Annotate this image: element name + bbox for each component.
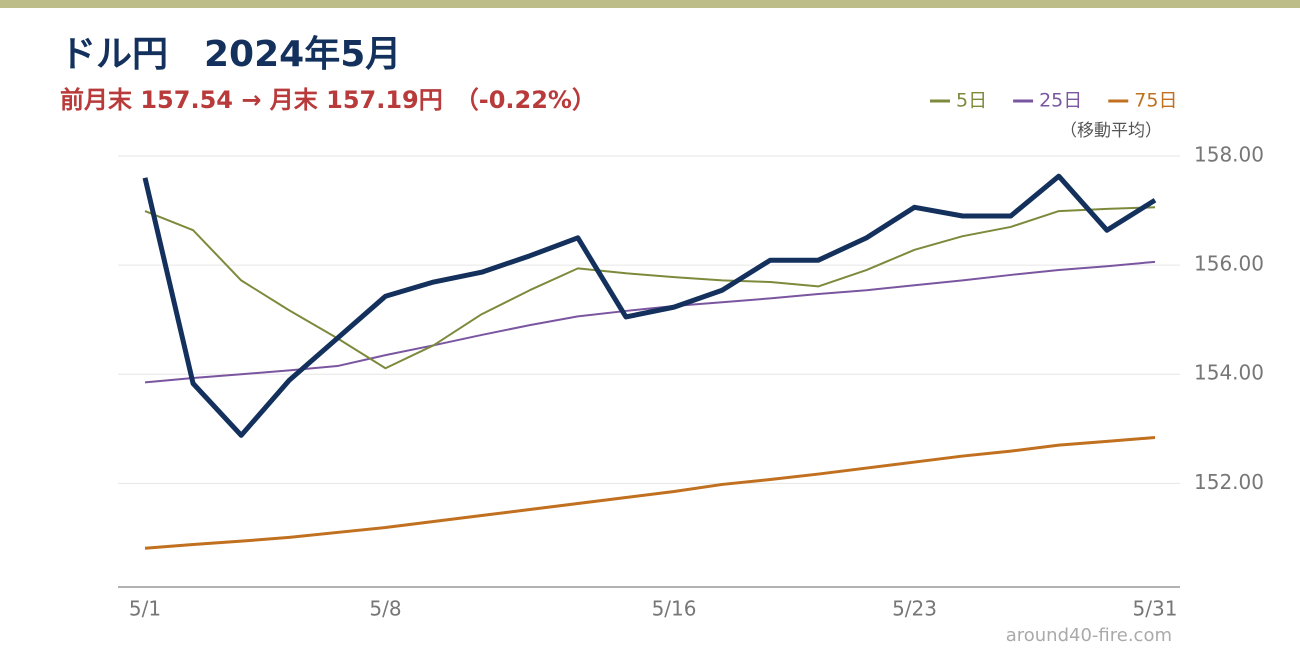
x-tick-label: 5/16 bbox=[652, 597, 697, 621]
x-tick-label: 5/1 bbox=[129, 597, 161, 621]
watermark: around40-fire.com bbox=[1006, 625, 1172, 646]
y-tick-label: 154.00 bbox=[1194, 361, 1264, 385]
top-bar bbox=[0, 0, 1300, 8]
y-tick-label: 152.00 bbox=[1194, 470, 1264, 494]
legend-label: 75日 bbox=[1134, 90, 1177, 112]
y-tick-label: 156.00 bbox=[1194, 252, 1264, 276]
legend-label: 5日 bbox=[956, 90, 987, 112]
series-line bbox=[144, 206, 1156, 370]
x-tick-label: 5/23 bbox=[892, 597, 937, 621]
chart-title: ドル円 2024年5月 bbox=[60, 34, 401, 75]
legend-note: （移動平均） bbox=[1060, 121, 1162, 141]
series-line bbox=[144, 260, 1156, 384]
chart-subtitle: 前月末 157.54 → 月末 157.19円 （-0.22%） bbox=[60, 86, 596, 114]
x-tick-label: 5/31 bbox=[1133, 597, 1178, 621]
series-line bbox=[144, 436, 1156, 550]
y-tick-label: 158.00 bbox=[1194, 143, 1264, 167]
series-line bbox=[142, 173, 1157, 438]
legend-label: 25日 bbox=[1039, 90, 1082, 112]
x-tick-label: 5/8 bbox=[369, 597, 401, 621]
